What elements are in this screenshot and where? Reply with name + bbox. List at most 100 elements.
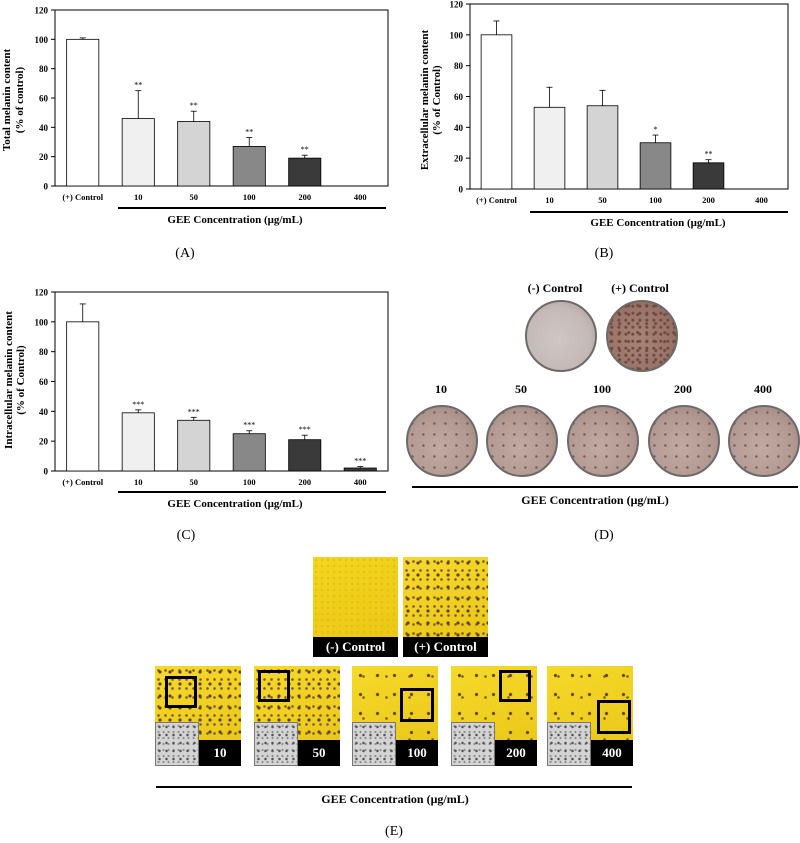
inset-10 <box>155 722 199 766</box>
chart-a-ylabel2: (% of control) <box>14 66 26 133</box>
y-tick-label: 100 <box>35 317 49 327</box>
significance-mark: *** <box>354 457 366 466</box>
bar--control <box>480 34 513 190</box>
y-tick-label: 20 <box>39 152 49 162</box>
x-tick-label: 400 <box>354 477 367 487</box>
micrograph-50: 50 <box>254 666 340 766</box>
y-tick-label: 100 <box>35 35 49 45</box>
bar-50 <box>177 419 211 472</box>
panel-e-xlabel: GEE Concentration (μg/mL) <box>321 792 469 806</box>
significance-mark: ** <box>134 81 142 90</box>
micrograph-400: 400 <box>547 666 633 766</box>
x-tick-label: (+) Control <box>62 477 103 487</box>
plot-frame <box>54 291 389 472</box>
bar--control <box>66 321 100 472</box>
panel-label-d: (D) <box>594 528 614 543</box>
significance-mark: ** <box>190 101 198 110</box>
y-tick-label: 40 <box>454 123 464 133</box>
chart-c-xlabel: GEE Concentration (μg/mL) <box>167 498 303 510</box>
y-tick-label: 120 <box>35 6 49 16</box>
x-tick-label: 100 <box>243 477 256 487</box>
significance-mark: *** <box>243 421 255 430</box>
inset-100 <box>352 722 396 766</box>
dish-100 <box>567 405 639 477</box>
x-tick-label: 200 <box>298 192 311 202</box>
bar-10 <box>121 412 155 472</box>
chart-a-xlabel: GEE Concentration (μg/mL) <box>167 214 303 226</box>
panel-label-b: (B) <box>594 246 614 261</box>
x-tick-label: 200 <box>298 477 311 487</box>
panel-label-a: (A) <box>175 246 195 261</box>
micrograph-label-400: 400 <box>591 740 633 766</box>
panel-e-concentration-line <box>156 786 632 788</box>
bar-200 <box>288 439 322 472</box>
dish-label-100: 100 <box>593 382 611 396</box>
chart-a-ylabel: Total melanin content <box>1 49 13 152</box>
roi-box-100 <box>400 688 434 722</box>
y-tick-label: 60 <box>39 94 49 104</box>
chart-b-ylabel: Extracellular melanin content <box>419 29 431 170</box>
chart-c: Intracellular melanin content (% of Cont… <box>3 288 389 510</box>
bar-400 <box>343 467 377 472</box>
significance-mark: ** <box>301 145 309 154</box>
dish-neg-control <box>525 300 597 372</box>
dish-label-neg-control: (-) Control <box>527 281 583 295</box>
y-tick-label: 40 <box>39 407 49 417</box>
dish-label-400: 400 <box>754 382 772 396</box>
y-tick-label: 60 <box>454 92 464 102</box>
significance-mark: *** <box>299 425 311 434</box>
chart-b-xlabel: GEE Concentration (μg/mL) <box>590 217 726 229</box>
plot-frame <box>54 9 389 187</box>
chart-b: Extracellular melanin content (% of Cont… <box>419 0 789 229</box>
x-tick-label: 400 <box>354 192 367 202</box>
x-tick-label: 10 <box>134 477 143 487</box>
micrograph-100: 100 <box>352 666 438 766</box>
y-tick-label: 0 <box>44 467 49 477</box>
x-tick-label: 10 <box>134 192 143 202</box>
bar-200 <box>288 157 322 187</box>
bar-50 <box>177 121 211 187</box>
x-tick-label: 200 <box>702 195 715 205</box>
x-tick-label: 50 <box>598 195 607 205</box>
micrograph-label-200: 200 <box>495 740 537 766</box>
chart-c-ylabel: Intracellular melanin content <box>3 311 15 449</box>
micrograph-neg-control: (-) Control <box>313 557 398 657</box>
bar-10 <box>533 106 566 190</box>
chart-b-ylabel2: (% of Control) <box>431 65 443 135</box>
plot-frame <box>469 3 789 190</box>
panel-d-xlabel: GEE Concentration (μg/mL) <box>521 493 669 507</box>
x-tick-label: 50 <box>190 477 199 487</box>
x-tick-label: 400 <box>755 195 768 205</box>
inset-400 <box>547 722 591 766</box>
chart-c-ylabel2: (% of Control) <box>15 345 27 415</box>
roi-box-400 <box>597 700 631 734</box>
bar-10 <box>121 118 155 187</box>
bar-100 <box>232 433 266 472</box>
dish-50 <box>486 405 558 477</box>
significance-mark: *** <box>188 407 200 416</box>
dish-label-50: 50 <box>515 382 527 396</box>
y-tick-label: 120 <box>450 0 464 10</box>
roi-box-200 <box>499 670 531 702</box>
dish-label-10: 10 <box>435 382 447 396</box>
micrograph-label-pos-control: (+) Control <box>403 637 488 657</box>
y-tick-label: 20 <box>454 154 464 164</box>
micrograph-label-neg-control: (-) Control <box>313 637 398 657</box>
dish-400 <box>728 405 800 477</box>
y-tick-label: 40 <box>39 123 49 133</box>
micrograph-label-10: 10 <box>199 740 241 766</box>
dish-10 <box>406 405 478 477</box>
dish-pos-control <box>606 300 678 372</box>
significance-mark: *** <box>132 400 144 409</box>
significance-mark: * <box>654 125 658 134</box>
panel-label-c: (C) <box>176 528 196 543</box>
roi-box-50 <box>258 670 290 702</box>
x-tick-label: (+) Control <box>62 192 103 202</box>
inset-50 <box>254 722 298 766</box>
bar--control <box>66 38 100 187</box>
y-tick-label: 0 <box>459 185 464 195</box>
significance-mark: ** <box>705 150 713 159</box>
dish-label-pos-control: (+) Control <box>611 281 669 295</box>
bar-100 <box>232 145 266 187</box>
x-tick-label: 50 <box>190 192 199 202</box>
